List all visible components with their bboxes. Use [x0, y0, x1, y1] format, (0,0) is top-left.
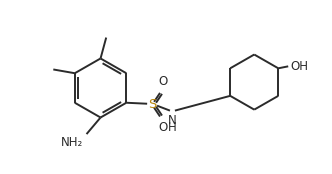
Text: O: O [158, 75, 168, 88]
Text: H: H [168, 121, 176, 135]
Text: O: O [158, 121, 168, 135]
Text: S: S [148, 98, 156, 111]
Text: OH: OH [290, 60, 308, 73]
Text: NH₂: NH₂ [61, 136, 84, 149]
Text: N: N [168, 114, 176, 126]
